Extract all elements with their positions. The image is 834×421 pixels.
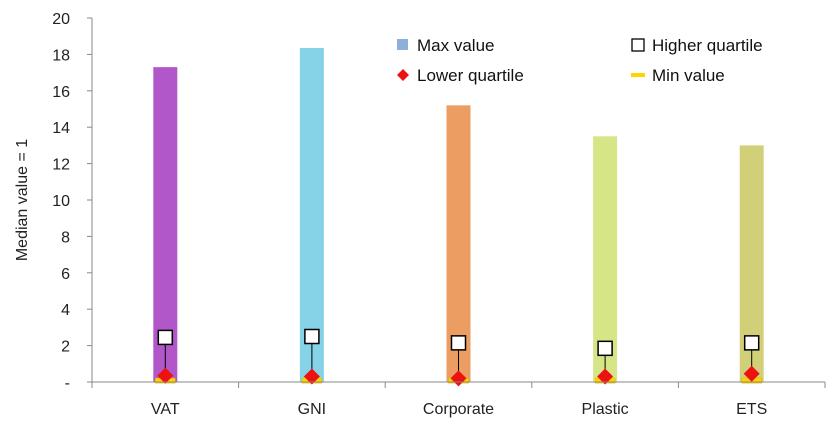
y-ticks: - 2 4 6 8 10 12 14 16 18 20: [52, 11, 92, 392]
marker-lower-quartile-gni: [303, 368, 320, 385]
y-tick-label-18: 18: [52, 47, 70, 64]
y-tick-label-12: 12: [52, 157, 70, 174]
bars: [153, 48, 764, 383]
x-ticks: VAT GNI Corporate Plastic ETS: [91, 382, 826, 418]
legend-swatch-lower-quartile: [397, 69, 409, 81]
marker-lower-quartile-ets: [743, 365, 760, 382]
y-tick-label-4: 4: [61, 302, 70, 319]
marker-lower-quartile-vat: [157, 367, 174, 384]
y-axis-title: Median value = 1: [14, 139, 31, 261]
x-tick-label-gni: GNI: [298, 401, 326, 418]
bar-max-vat: [153, 67, 178, 382]
legend-label-max-value: Max value: [417, 36, 494, 55]
legend-swatch-max-value: [397, 39, 408, 50]
legend-label-lower-quartile: Lower quartile: [417, 66, 524, 85]
y-axis-title-group: Median value = 1: [14, 139, 31, 261]
marker-lower-quartile-plastic: [597, 368, 614, 385]
y-tick-label-2: 2: [61, 339, 70, 356]
x-tick-label-ets: ETS: [736, 401, 767, 418]
x-tick-label-corporate: Corporate: [423, 401, 494, 418]
legend: Max value Higher quartile Lower quartile Mi…: [397, 36, 763, 85]
marker-higher-quartile-gni: [304, 328, 320, 345]
marker-higher-quartile-corporate: [450, 335, 467, 351]
marker-higher-quartile-ets: [743, 335, 760, 351]
y-tick-label-0: -: [65, 375, 70, 392]
y-tick-label-10: 10: [52, 193, 70, 210]
marker-higher-quartile-vat: [157, 329, 174, 346]
bar-max-gni: [299, 48, 324, 382]
y-tick-label-8: 8: [61, 229, 70, 246]
marker-higher-quartile-plastic: [597, 340, 613, 357]
y-tick-label-20: 20: [52, 11, 70, 28]
y-tick-label-16: 16: [52, 84, 70, 101]
markers: [155, 328, 762, 387]
y-tick-label-14: 14: [52, 120, 70, 137]
x-tick-label-vat: VAT: [151, 401, 180, 418]
legend-swatch-min-value: [631, 73, 645, 77]
legend-label-higher-quartile: Higher quartile: [652, 36, 763, 55]
legend-swatch-higher-quartile: [631, 38, 645, 52]
x-tick-label-plastic: Plastic: [582, 401, 629, 418]
y-tick-label-6: 6: [61, 266, 70, 283]
legend-label-min-value: Min value: [652, 66, 725, 85]
